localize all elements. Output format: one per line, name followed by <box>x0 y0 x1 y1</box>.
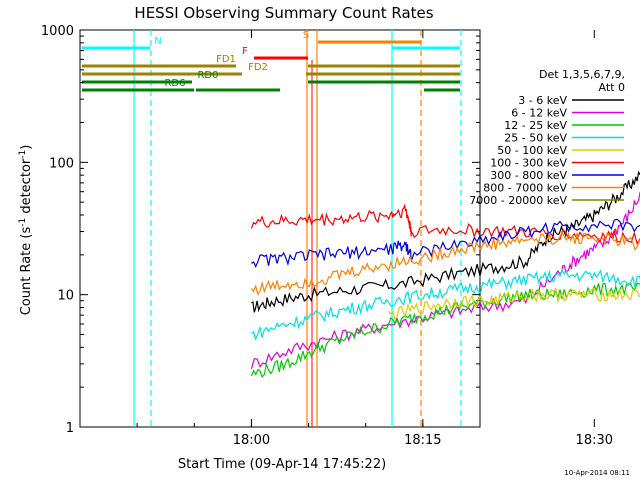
series-line <box>251 218 640 269</box>
legend-label: 50 - 100 keV <box>497 144 567 157</box>
series-line <box>250 282 640 379</box>
series-line <box>251 170 640 313</box>
legend-label: 6 - 12 keV <box>511 107 567 120</box>
legend-label: 25 - 50 keV <box>504 132 567 145</box>
series-line <box>388 287 640 322</box>
flag-label: S <box>303 30 309 41</box>
x-tick-label: 18:00 <box>233 433 270 448</box>
y-tick-label: 1000 <box>41 24 74 39</box>
flag-label: F <box>242 46 248 57</box>
legend-label: 300 - 800 keV <box>490 169 567 182</box>
series-line <box>250 203 640 246</box>
legend-title-attenuator: Att 0 <box>599 81 625 94</box>
legend-label: 3 - 6 keV <box>518 94 567 107</box>
flag-label: N <box>154 36 161 47</box>
series-line <box>251 268 640 341</box>
legend-label: 100 - 300 keV <box>490 157 567 170</box>
x-tick-label: 18:15 <box>404 433 441 448</box>
flag-label: RD6 <box>164 78 185 89</box>
legend-label: 12 - 25 keV <box>504 119 567 132</box>
flag-label: RD0 <box>197 70 218 81</box>
y-axis-label: Count Rate (s-1 detector-1) <box>18 145 34 316</box>
plot-frame <box>79 29 481 428</box>
plot-area: NSFFD1FD2RD0RD618:0018:1518:3018:4519:00… <box>41 24 640 448</box>
x-axis-label: Start Time (09-Apr-14 17:45:22) <box>178 457 386 472</box>
y-tick-label: 100 <box>49 156 74 171</box>
legend-label: 800 - 7000 keV <box>483 182 567 195</box>
flag-label: FD2 <box>248 62 268 73</box>
y-tick-label: 1 <box>66 421 74 436</box>
legend-label: 7000 - 20000 keV <box>469 194 567 207</box>
series-line <box>250 230 640 296</box>
legend-title-detectors: Det 1,3,5,6,7,9, <box>539 68 625 81</box>
timestamp: 10-Apr-2014 08:11 <box>564 469 630 477</box>
chart-title: HESSI Observing Summary Count Rates <box>134 4 433 22</box>
y-tick-label: 10 <box>57 289 74 304</box>
x-tick-label: 18:30 <box>576 433 613 448</box>
flag-label: FD1 <box>216 54 236 65</box>
